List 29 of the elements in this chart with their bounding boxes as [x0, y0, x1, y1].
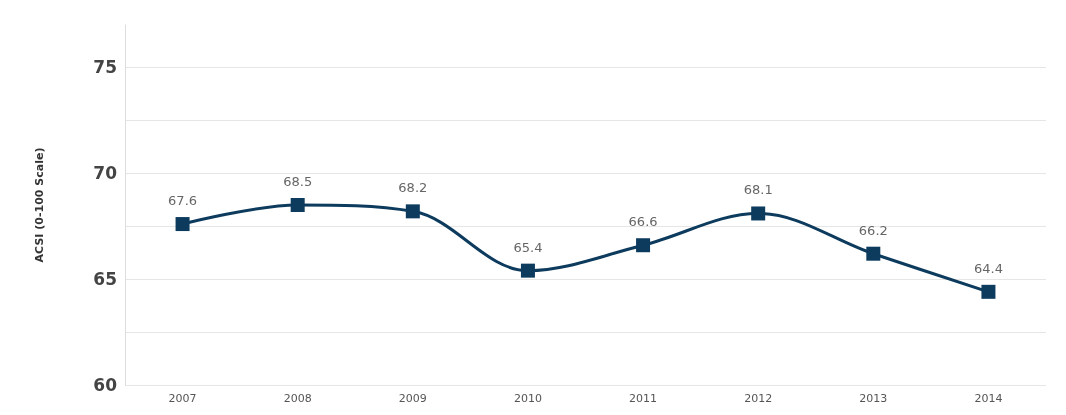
data-label: 64.4	[973, 260, 1003, 276]
point	[751, 206, 766, 221]
x-tick-label: 2012	[744, 392, 773, 405]
y-axis-title: ACSI (0-100 Scale)	[33, 147, 46, 263]
x-tick-label: 2014	[974, 392, 1003, 405]
y-tick-label: 65	[93, 269, 117, 290]
data-label: 68.5	[283, 174, 313, 189]
point	[175, 217, 190, 232]
y-tick-label: 70	[93, 163, 118, 184]
data-label: 66.2	[858, 222, 888, 238]
point	[520, 263, 535, 278]
data-label: 67.6	[168, 193, 198, 209]
point	[405, 204, 420, 219]
x-tick-label: 2009	[398, 392, 427, 405]
data-label: 66.6	[628, 214, 658, 230]
point	[866, 246, 881, 261]
x-tick-label: 2011	[629, 392, 658, 405]
data-label: 68.2	[398, 180, 428, 196]
y-tick-label: 60	[93, 375, 118, 395]
x-tick-label: 2007	[168, 392, 197, 405]
point	[981, 284, 996, 299]
y-tick-label: 75	[93, 57, 117, 78]
x-tick-label: 2008	[283, 392, 312, 405]
x-tick-label: 2013	[859, 392, 888, 405]
data-label: 68.1	[743, 182, 773, 198]
x-tick-label: 2010	[513, 392, 542, 405]
point	[636, 238, 651, 253]
data-label: 65.4	[513, 239, 543, 255]
point	[290, 198, 305, 212]
